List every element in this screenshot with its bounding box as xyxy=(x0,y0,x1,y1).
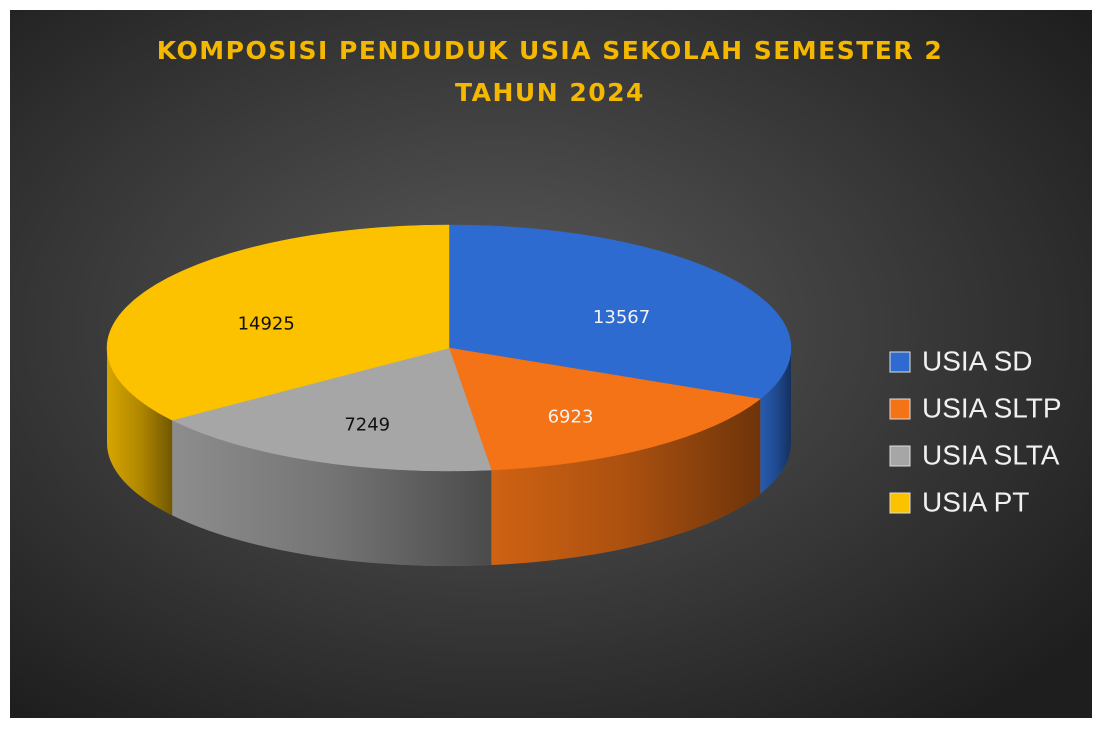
legend-swatch xyxy=(889,445,911,467)
legend-label: USIA SD xyxy=(922,345,1032,376)
legend-swatch xyxy=(889,351,911,373)
data-labels: 13567 6923 7249 14925 xyxy=(238,307,651,436)
legend-label: USIA SLTP xyxy=(922,392,1062,423)
pie-slice xyxy=(106,224,450,421)
legend-swatch xyxy=(889,398,911,420)
legend: USIA SD USIA SLTP USIA SLTA USIA PT xyxy=(889,345,1062,517)
legend-label: USIA PT xyxy=(922,486,1029,517)
chart-title: KOMPOSISI PENDUDUK USIA SEKOLAH SEMESTER… xyxy=(156,36,944,107)
legend-label: USIA SLTA xyxy=(922,439,1060,470)
data-label: 14925 xyxy=(238,313,295,334)
data-label: 13567 xyxy=(593,307,650,328)
pie-tops xyxy=(106,224,792,472)
pie-side-shade xyxy=(172,420,492,566)
pie-side-shade xyxy=(491,398,761,566)
pie-slice xyxy=(171,347,492,472)
pie-side-shade xyxy=(107,348,173,516)
pie-slice xyxy=(448,347,761,471)
data-label: 7249 xyxy=(344,415,390,436)
legend-swatch xyxy=(889,492,911,514)
pie-sides xyxy=(107,348,791,566)
pie-slice xyxy=(448,224,792,400)
pie-side-shade xyxy=(760,348,791,494)
data-label: 6923 xyxy=(548,406,594,427)
